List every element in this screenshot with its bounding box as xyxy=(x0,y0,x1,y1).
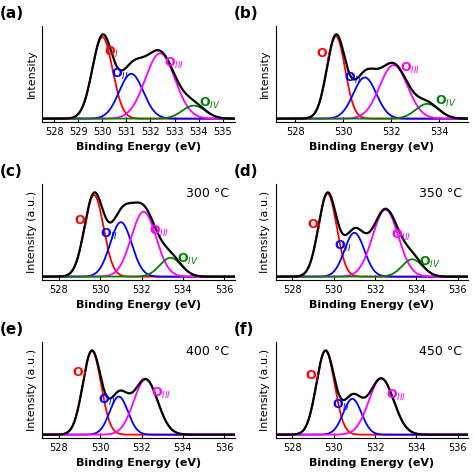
X-axis label: Binding Energy (eV): Binding Energy (eV) xyxy=(76,143,201,153)
Y-axis label: Intensity (a.u.): Intensity (a.u.) xyxy=(260,191,270,273)
Text: $\mathbf{O}_{I}$: $\mathbf{O}_{I}$ xyxy=(316,47,331,62)
Text: 350 °C: 350 °C xyxy=(419,187,463,200)
Text: $\mathbf{O}_{I}$: $\mathbf{O}_{I}$ xyxy=(74,213,89,228)
Text: $\mathbf{O}_{II}$: $\mathbf{O}_{II}$ xyxy=(100,227,118,242)
Text: (d): (d) xyxy=(234,164,258,179)
Text: $\mathbf{O}_{IV}$: $\mathbf{O}_{IV}$ xyxy=(177,252,199,267)
Text: $\mathbf{O}_{III}$: $\mathbf{O}_{III}$ xyxy=(391,228,411,243)
X-axis label: Binding Energy (eV): Binding Energy (eV) xyxy=(76,458,201,468)
Y-axis label: Intensity: Intensity xyxy=(27,50,36,98)
Text: $\mathbf{O}_{I}$: $\mathbf{O}_{I}$ xyxy=(104,45,118,60)
Text: $\mathbf{O}_{II}$: $\mathbf{O}_{II}$ xyxy=(111,67,129,82)
Text: $\mathbf{O}_{IV}$: $\mathbf{O}_{IV}$ xyxy=(199,96,220,111)
Y-axis label: Intensity (a.u.): Intensity (a.u.) xyxy=(260,349,270,431)
Text: (c): (c) xyxy=(0,164,23,179)
Text: $\mathbf{O}_{I}$: $\mathbf{O}_{I}$ xyxy=(307,218,322,233)
Text: $\mathbf{O}_{IV}$: $\mathbf{O}_{IV}$ xyxy=(419,255,440,270)
Text: 450 °C: 450 °C xyxy=(419,345,463,358)
Text: $\mathbf{O}_{III}$: $\mathbf{O}_{III}$ xyxy=(386,388,407,403)
Text: (b): (b) xyxy=(234,6,258,21)
Text: $\mathbf{O}_{III}$: $\mathbf{O}_{III}$ xyxy=(400,61,420,76)
X-axis label: Binding Energy (eV): Binding Energy (eV) xyxy=(310,301,435,310)
Text: 300 °C: 300 °C xyxy=(186,187,229,200)
Text: $\mathbf{O}_{II}$: $\mathbf{O}_{II}$ xyxy=(334,239,351,254)
Text: 400 °C: 400 °C xyxy=(186,345,229,358)
X-axis label: Binding Energy (eV): Binding Energy (eV) xyxy=(310,458,435,468)
Text: $\mathbf{O}_{IV}$: $\mathbf{O}_{IV}$ xyxy=(435,94,456,109)
Text: $\mathbf{O}_{I}$: $\mathbf{O}_{I}$ xyxy=(72,365,87,381)
Text: $\mathbf{O}_{III}$: $\mathbf{O}_{III}$ xyxy=(164,55,184,71)
Y-axis label: Intensity (a.u.): Intensity (a.u.) xyxy=(27,191,36,273)
X-axis label: Binding Energy (eV): Binding Energy (eV) xyxy=(310,143,435,153)
X-axis label: Binding Energy (eV): Binding Energy (eV) xyxy=(76,301,201,310)
Text: (f): (f) xyxy=(234,322,254,337)
Text: $\mathbf{O}_{II}$: $\mathbf{O}_{II}$ xyxy=(344,71,361,86)
Text: $\mathbf{O}_{II}$: $\mathbf{O}_{II}$ xyxy=(98,393,116,409)
Text: (e): (e) xyxy=(0,322,24,337)
Text: $\mathbf{O}_{III}$: $\mathbf{O}_{III}$ xyxy=(149,224,169,239)
Text: $\mathbf{O}_{II}$: $\mathbf{O}_{II}$ xyxy=(332,398,349,413)
Text: (a): (a) xyxy=(0,6,24,21)
Y-axis label: Intensity: Intensity xyxy=(260,50,270,98)
Text: $\mathbf{O}_{III}$: $\mathbf{O}_{III}$ xyxy=(151,386,171,401)
Y-axis label: Intensity (a.u.): Intensity (a.u.) xyxy=(27,349,36,431)
Text: $\mathbf{O}_{I}$: $\mathbf{O}_{I}$ xyxy=(305,369,320,384)
